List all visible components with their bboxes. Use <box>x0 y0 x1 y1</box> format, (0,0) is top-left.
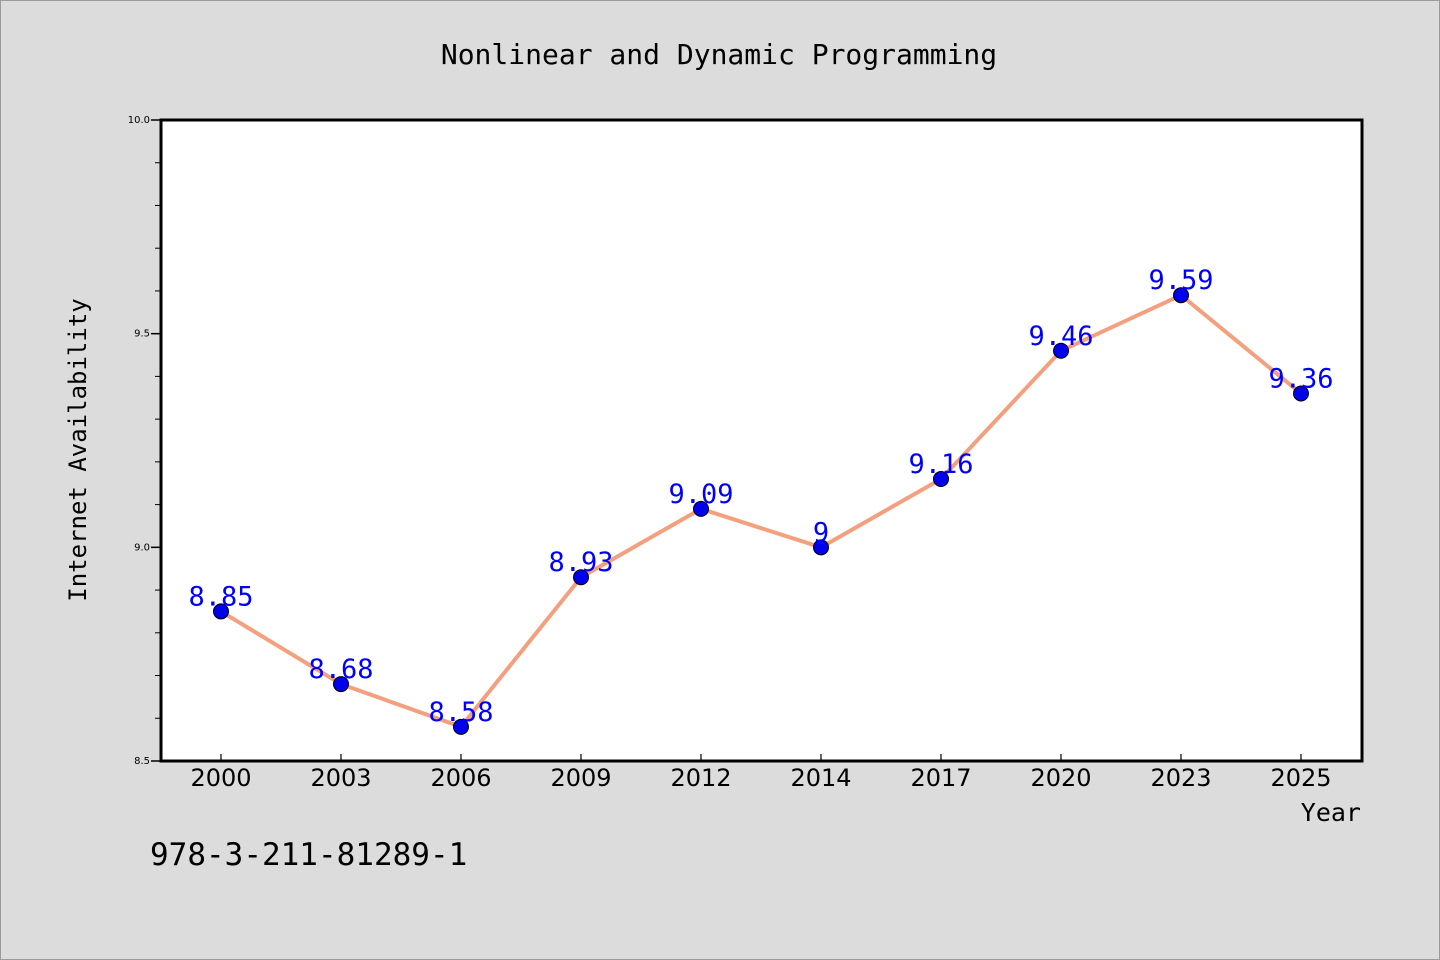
data-point-marker <box>213 603 229 620</box>
data-value-label: 9.59 <box>1148 265 1213 296</box>
y-tick-label: 8.5 <box>134 756 150 767</box>
x-tick-label: 2006 <box>430 764 491 792</box>
data-value-label: 9.09 <box>668 479 733 510</box>
y-tick-label: 9.0 <box>134 542 150 553</box>
series-line <box>219 293 1303 729</box>
x-axis-ticks: 2000 2003 2006 2009 2012 2014 2017 2020 2023 2025 <box>190 754 1332 792</box>
x-axis-label: Year <box>1301 798 1361 827</box>
data-point-marker <box>573 569 589 586</box>
x-tick-label: 2025 <box>1270 764 1331 792</box>
data-point-marker <box>813 539 829 556</box>
plot-area <box>159 118 1364 763</box>
x-tick-label: 2017 <box>910 764 971 792</box>
y-tick-label: 9.5 <box>134 329 150 340</box>
data-point-marker <box>933 470 949 487</box>
data-point-marker <box>693 500 709 517</box>
isbn-text: 978-3-211-81289-1 <box>150 837 467 873</box>
data-point-marker <box>453 718 469 735</box>
y-tick-label: 10.0 <box>128 115 150 126</box>
data-point-marker <box>333 676 349 693</box>
data-value-label: 9.16 <box>908 449 973 480</box>
data-value-label: 8.93 <box>548 547 613 578</box>
data-markers <box>213 287 1309 735</box>
data-labels: 8.85 8.68 8.58 8.93 9.09 9 9.16 9.46 9.59 9.36 <box>188 265 1333 728</box>
chart-title: Nonlinear and Dynamic Programming <box>441 38 997 71</box>
data-point-marker <box>1293 385 1309 402</box>
y-axis-label: Internet Availability <box>64 298 92 601</box>
data-value-label: 8.85 <box>188 581 253 612</box>
data-value-label: 9.36 <box>1268 363 1333 394</box>
data-value-label: 9 <box>813 517 829 548</box>
data-point-marker <box>1053 342 1069 359</box>
x-tick-label: 2023 <box>1150 764 1211 792</box>
x-tick-label: 2009 <box>550 764 611 792</box>
data-value-label: 9.46 <box>1028 321 1093 352</box>
y-axis-ticks: 8.5 9.0 9.5 10.0 <box>128 115 161 767</box>
data-value-label: 8.58 <box>428 697 493 728</box>
data-value-label: 8.68 <box>308 654 373 685</box>
data-point-marker <box>1173 287 1189 304</box>
x-tick-label: 2020 <box>1030 764 1091 792</box>
x-tick-label: 2003 <box>310 764 371 792</box>
x-tick-label: 2000 <box>190 764 251 792</box>
x-tick-label: 2012 <box>670 764 731 792</box>
x-tick-label: 2014 <box>790 764 851 792</box>
